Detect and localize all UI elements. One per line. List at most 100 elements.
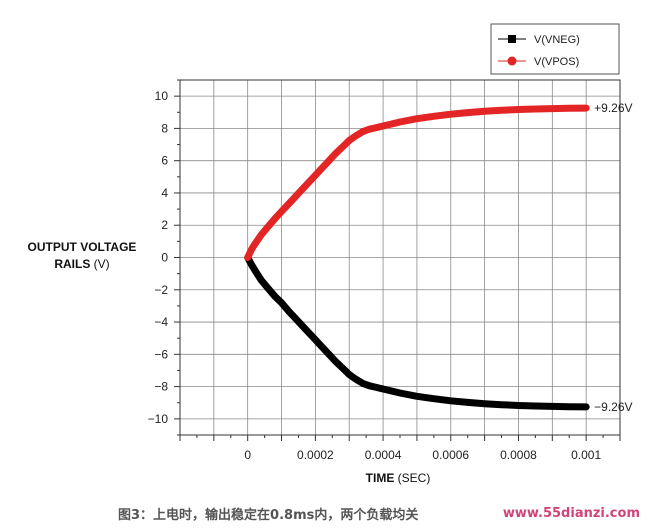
data-point: [314, 174, 317, 177]
series-line-0: [244, 254, 590, 411]
data-point: [466, 401, 469, 404]
legend-vpos-label: V(VPOS): [534, 56, 579, 68]
x-tick-label: 0.0004: [365, 448, 402, 462]
data-point: [314, 338, 317, 341]
data-point: [517, 108, 520, 111]
data-point: [568, 405, 571, 408]
x-axis-title: TIME (SEC): [366, 471, 431, 485]
data-point: [398, 391, 402, 395]
vneg-end-label: −9.26V: [594, 400, 632, 414]
data-point: [253, 268, 256, 271]
legend-vpos-marker: [507, 56, 517, 66]
legend-vneg-marker: [508, 35, 516, 43]
data-point: [280, 210, 283, 213]
axis-ticks: 10 8 6 4 2 0 −2 −4 −6 −8 −10 0 0.0002 0.0004 0.0006 0.0…: [148, 79, 621, 462]
legend: V(VNEG) V(VPOS): [490, 23, 620, 75]
data-point: [307, 331, 310, 334]
data-point: [551, 107, 554, 110]
data-point: [348, 139, 351, 142]
data-point: [584, 405, 588, 409]
x-tick-label: 0.0002: [297, 448, 334, 462]
data-point: [253, 243, 256, 246]
data-point: [368, 128, 371, 131]
figure-caption: 图3：上电时，输出稳定在0.8ms内，两个负载均关: [118, 508, 419, 523]
data-point: [334, 360, 337, 363]
data-point: [246, 256, 249, 259]
data-point: [273, 217, 276, 220]
data-point: [260, 278, 263, 282]
data-point: [568, 107, 571, 110]
data-point: [280, 301, 283, 304]
x-tick-label: 0: [244, 448, 251, 462]
data-point: [361, 130, 364, 133]
data-point: [273, 295, 276, 298]
data-point: [354, 378, 358, 381]
vpos-end-label: +9.26V: [594, 101, 632, 115]
data-point: [300, 324, 304, 327]
data-point: [249, 249, 253, 252]
y-tick-label: 2: [161, 218, 168, 232]
x-tick-label: 0.001: [571, 448, 601, 462]
data-point: [307, 181, 310, 184]
y-tick-label: −10: [148, 412, 169, 426]
data-point: [260, 233, 263, 237]
y-axis-title-word: RAILS: [54, 257, 90, 271]
y-tick-label: −8: [154, 380, 168, 394]
data-point: [287, 203, 290, 206]
data-point: [354, 134, 358, 137]
data-point: [327, 353, 331, 356]
data-point: [534, 107, 537, 111]
series-layer: [244, 104, 590, 411]
y-axis-unit: (V): [90, 257, 109, 271]
data-point: [584, 106, 588, 110]
data-point: [381, 124, 385, 128]
watermark: www.55dianzi.com: [502, 506, 640, 521]
data-point: [534, 404, 537, 408]
data-point: [361, 382, 364, 385]
data-point: [293, 195, 297, 199]
x-tick-label: 0.0008: [500, 448, 537, 462]
x-tick-label: 0.0006: [432, 448, 469, 462]
chart-canvas: 10 8 6 4 2 0 −2 −4 −6 −8 −10 0 0.0002 0.0004 0.0006 0.0…: [28, 23, 633, 485]
data-point: [500, 109, 503, 112]
data-point: [341, 366, 344, 370]
data-point: [483, 402, 486, 405]
y-axis-title-line1: OUTPUT VOLTAGE: [28, 240, 137, 254]
data-point: [432, 397, 436, 400]
data-point: [449, 399, 452, 402]
y-axis-title-line2: RAILS (V): [54, 257, 109, 271]
y-tick-label: 4: [161, 186, 168, 200]
data-point: [266, 225, 270, 229]
data-point: [449, 113, 452, 116]
legend-vneg-label: V(VNEG): [534, 34, 580, 46]
data-point: [249, 262, 253, 266]
series-line-1: [244, 104, 590, 261]
data-point: [287, 309, 290, 312]
data-point: [432, 115, 436, 118]
data-point: [415, 117, 419, 120]
y-tick-label: 6: [161, 154, 168, 168]
data-point: [293, 316, 297, 320]
data-point: [334, 152, 337, 155]
y-tick-label: −2: [154, 283, 168, 297]
data-point: [327, 159, 331, 162]
data-point: [466, 111, 469, 114]
x-axis-unit: (SEC): [394, 471, 430, 485]
data-point: [517, 404, 520, 407]
y-tick-label: −4: [154, 315, 168, 329]
data-point: [398, 120, 402, 124]
x-axis-title-word: TIME: [366, 471, 395, 485]
data-point: [341, 145, 344, 149]
data-point: [500, 403, 503, 406]
data-point: [320, 166, 324, 170]
data-point: [348, 373, 351, 376]
data-point: [375, 126, 378, 129]
data-point: [415, 395, 419, 398]
data-point: [483, 110, 486, 113]
y-tick-label: 0: [161, 251, 168, 265]
y-tick-label: −6: [154, 347, 168, 361]
data-point: [320, 345, 324, 349]
data-point: [368, 384, 371, 387]
data-point: [381, 387, 385, 391]
data-point: [375, 386, 378, 389]
